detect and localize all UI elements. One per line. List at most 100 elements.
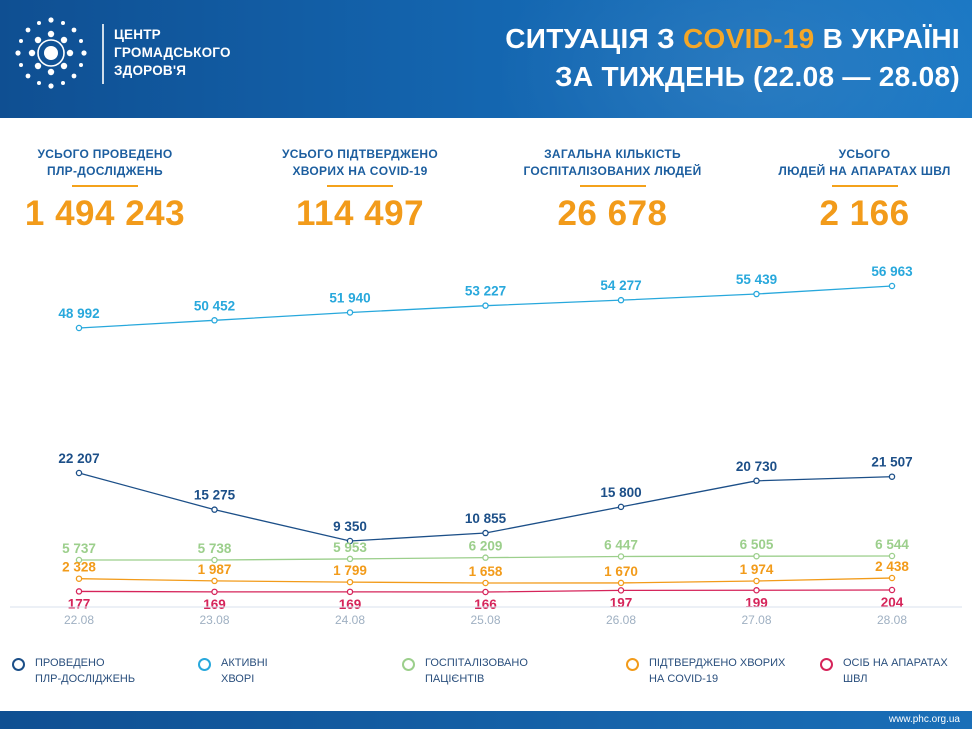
stat-value: 26 678: [557, 194, 668, 233]
legend-label-line1: ПІДТВЕРДЖЕНО ХВОРИХ: [649, 657, 786, 669]
data-label-confirmed-0: 2 328: [62, 560, 96, 575]
legend-label-line2: ПЛР-ДОСЛІДЖЕНЬ: [35, 673, 136, 685]
stat-hospitalized-total: ЗАГАЛЬНА КІЛЬКІСТЬ ГОСПІТАЛІЗОВАНИХ ЛЮДЕ…: [495, 146, 730, 234]
stat-divider: [579, 185, 646, 187]
data-point-pcr-2: [346, 537, 354, 545]
data-point-ventilator-1: [211, 588, 218, 596]
stat-label: УСЬОГО ПРОВЕДЕНО ПЛР-ДОСЛІДЖЕНЬ: [0, 146, 210, 180]
footer-bar: www.phc.org.ua: [0, 711, 972, 729]
data-label-confirmed-6: 2 438: [875, 559, 909, 574]
data-label-pcr-3: 10 855: [465, 511, 507, 526]
series-active: 48 992 50 452 51 940 53 227 54 277 55 439 56 9…: [58, 264, 913, 332]
title-part1: СИТУАЦІЯ З: [505, 23, 683, 54]
data-point-hosp-6: [888, 552, 896, 560]
legend-label: ГОСПІТАЛІЗОВАНО ПАЦІЄНТІВ: [425, 655, 528, 687]
legend-label-line2: ШВЛ: [843, 673, 868, 685]
footer-url: www.phc.org.ua: [888, 714, 960, 725]
legend-label-line2: НА COVID-19: [649, 673, 719, 685]
legend-item-0: ПРОВЕДЕНО ПЛР-ДОСЛІДЖЕНЬ: [12, 655, 135, 687]
org-name: ЦЕНТР ГРОМАДСЬКОГО ЗДОРОВ'Я: [114, 26, 231, 80]
data-point-confirmed-2: [346, 578, 354, 586]
data-label-confirmed-2: 1 799: [333, 563, 367, 578]
data-point-pcr-3: [482, 529, 489, 537]
data-point-hosp-1: [211, 556, 218, 564]
series-ventilator: 177 169 169 166 197 199 204: [68, 586, 904, 612]
data-point-pcr-1: [211, 506, 218, 513]
data-point-hosp-4: [617, 553, 625, 560]
legend-item-3: ПІДТВЕРДЖЕНО ХВОРИХ НА COVID-19: [626, 655, 785, 687]
data-point-ventilator-6: [888, 586, 896, 594]
data-point-confirmed-6: [888, 574, 896, 582]
data-point-ventilator-2: [346, 588, 354, 596]
legend-marker-icon: [198, 658, 211, 671]
series-hosp: 5 737 5 738 5 953 6 209 6 447 6 505 6 544: [62, 537, 909, 564]
header-stripe: [0, 118, 972, 121]
x-tick-label-3: 25.08: [470, 613, 500, 627]
data-label-pcr-5: 20 730: [736, 459, 777, 474]
data-label-ventilator-1: 169: [203, 597, 226, 612]
stat-divider: [831, 185, 898, 187]
stat-label-line1: УСЬОГО: [838, 147, 891, 161]
legend-label-line2: ПАЦІЄНТІВ: [425, 673, 485, 685]
legend-label-line2: ХВОРІ: [221, 673, 255, 685]
legend: ПРОВЕДЕНО ПЛР-ДОСЛІДЖЕНЬ АКТИВНІ ХВОРІ ГОСПІ…: [0, 655, 972, 695]
data-label-active-0: 48 992: [58, 306, 99, 321]
data-label-hosp-6: 6 544: [875, 537, 909, 552]
data-label-ventilator-6: 204: [881, 595, 904, 610]
stat-label-line2: ГОСПІТАЛІЗОВАНИХ ЛЮДЕЙ: [523, 164, 702, 178]
data-label-pcr-2: 9 350: [333, 519, 367, 534]
legend-label: ПРОВЕДЕНО ПЛР-ДОСЛІДЖЕНЬ: [35, 655, 135, 687]
data-point-ventilator-3: [482, 588, 489, 596]
legend-label: ПІДТВЕРДЖЕНО ХВОРИХ НА COVID-19: [649, 655, 785, 687]
legend-label-line1: ПРОВЕДЕНО: [35, 657, 105, 669]
title-line1: СИТУАЦІЯ З COVID-19 В УКРАЇНІ: [505, 20, 960, 58]
stat-label-line2: ХВОРИХ НА COVID-19: [292, 164, 428, 178]
x-tick-layer: 22.08 23.08 24.08 25.08 26.08 27.08 28.08: [64, 613, 907, 627]
title-highlight: COVID-19: [683, 23, 815, 54]
data-label-hosp-0: 5 737: [62, 541, 96, 556]
stat-label-line1: УСЬОГО ПРОВЕДЕНО: [37, 147, 173, 161]
title-line2: ЗА ТИЖДЕНЬ (22.08 — 28.08): [555, 61, 960, 92]
stat-label: УСЬОГО ПІДТВЕРДЖЕНО ХВОРИХ НА COVID-19: [250, 146, 470, 180]
data-label-hosp-1: 5 738: [198, 541, 232, 556]
data-point-active-6: [888, 282, 896, 290]
header-banner: ЦЕНТР ГРОМАДСЬКОГО ЗДОРОВ'Я СИТУАЦІЯ З C…: [0, 0, 972, 118]
x-tick-label-6: 28.08: [877, 613, 907, 627]
legend-marker-icon: [402, 658, 415, 671]
page-title: СИТУАЦІЯ З COVID-19 В УКРАЇНІ ЗА ТИЖДЕНЬ…: [505, 20, 960, 96]
legend-item-4: ОСІБ НА АПАРАТАХ ШВЛ: [820, 655, 948, 687]
data-label-confirmed-5: 1 974: [740, 562, 774, 577]
legend-marker-icon: [626, 658, 639, 671]
data-label-confirmed-4: 1 670: [604, 564, 638, 579]
data-label-hosp-3: 6 209: [469, 539, 503, 554]
data-point-active-4: [617, 296, 625, 304]
data-label-hosp-5: 6 505: [740, 537, 774, 552]
data-point-hosp-0: [75, 556, 83, 564]
title-part2: В УКРАЇНІ: [814, 23, 960, 54]
x-tick-label-1: 23.08: [199, 613, 229, 627]
data-point-pcr-0: [75, 469, 83, 477]
data-point-ventilator-5: [753, 587, 760, 594]
stat-value: 1 494 243: [24, 194, 186, 233]
stat-divider: [72, 185, 138, 187]
data-label-ventilator-3: 166: [474, 597, 497, 612]
series-layer: 48 992 50 452 51 940 53 227 54 277 55 439 56 9…: [58, 264, 913, 612]
data-point-pcr-5: [753, 477, 760, 485]
series-pcr: 22 207 15 275 9 350 10 855 15 800 20 730 21 50…: [58, 451, 913, 545]
stat-value: 114 497: [295, 194, 425, 233]
legend-label-line1: АКТИВНІ: [221, 657, 268, 669]
data-point-active-1: [211, 317, 218, 324]
org-name-line3: ЗДОРОВ'Я: [114, 63, 187, 78]
data-point-confirmed-0: [75, 575, 83, 582]
data-label-hosp-2: 5 953: [333, 540, 367, 555]
stat-label-line1: УСЬОГО ПІДТВЕРДЖЕНО: [281, 147, 439, 161]
data-point-ventilator-4: [617, 587, 625, 594]
stat-divider: [327, 185, 393, 187]
org-name-line2: ГРОМАДСЬКОГО: [114, 45, 231, 60]
data-label-active-1: 50 452: [194, 298, 235, 313]
legend-item-1: АКТИВНІ ХВОРІ: [198, 655, 268, 687]
data-point-confirmed-5: [753, 577, 760, 585]
data-point-hosp-5: [753, 552, 760, 560]
data-label-pcr-6: 21 507: [871, 455, 912, 470]
data-point-pcr-6: [888, 473, 896, 480]
